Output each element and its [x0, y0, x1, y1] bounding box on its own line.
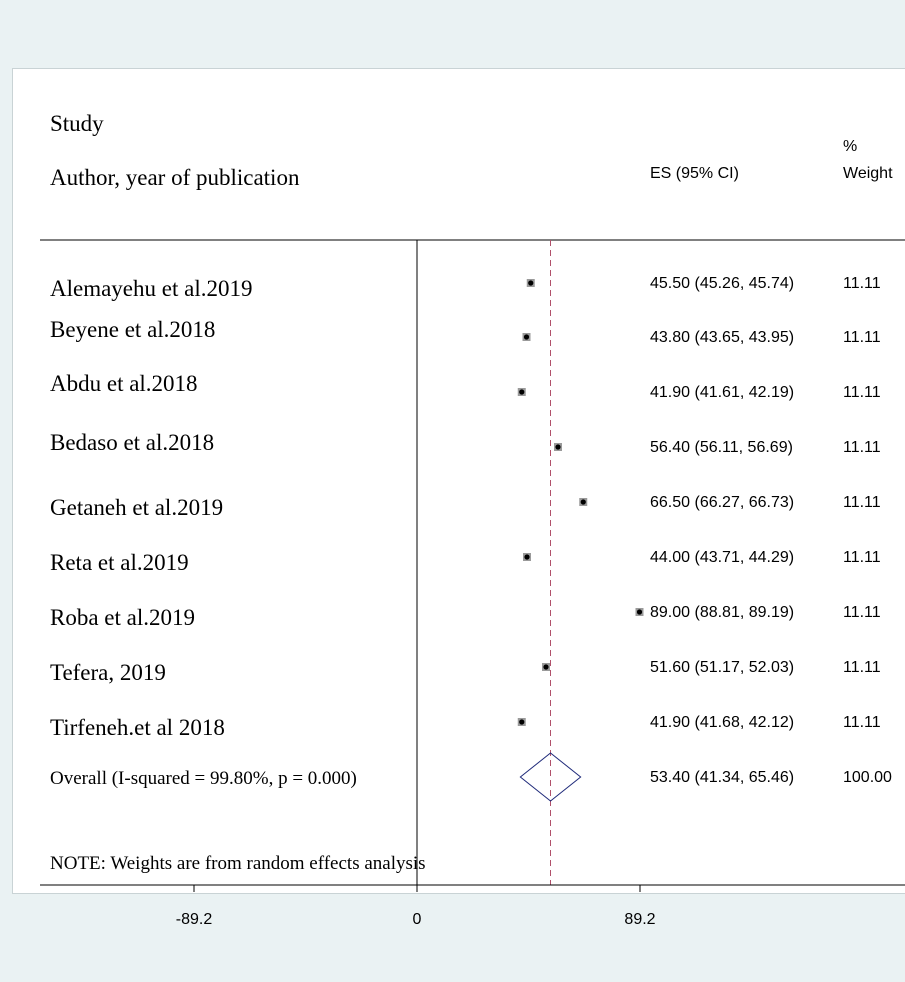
overall-label: Overall (I-squared = 99.80%, p = 0.000) — [50, 768, 357, 789]
weight-value: 11.11 — [843, 549, 881, 566]
es-ci-value: 41.90 (41.61, 42.19) — [650, 384, 794, 401]
study-row: Roba et al.2019 89.00 (88.81, 89.19) 11.11 — [50, 604, 881, 630]
header-pct: % — [843, 138, 857, 155]
plot-panel — [12, 68, 905, 894]
study-row: Tefera, 2019 51.60 (51.17, 52.03) 11.11 — [50, 659, 881, 685]
point-estimate — [523, 334, 530, 340]
point-estimate — [519, 719, 525, 725]
point-estimate — [519, 389, 525, 395]
study-row: Abdu et al.2018 41.90 (41.61, 42.19) 11.11 — [50, 371, 881, 401]
es-ci-value: 41.90 (41.68, 42.12) — [650, 714, 794, 731]
study-label: Getaneh et al.2019 — [50, 495, 223, 520]
point-estimate — [555, 444, 561, 450]
point-estimate — [524, 554, 530, 560]
es-ci-value: 45.50 (45.26, 45.74) — [650, 275, 794, 292]
study-row: Tirfeneh.et al 2018 41.90 (41.68, 42.12) 1… — [50, 714, 881, 740]
study-label: Beyene et al.2018 — [50, 317, 215, 342]
study-row: Reta et al.2019 44.00 (43.71, 44.29) 11.11 — [50, 549, 881, 575]
es-ci-value: 44.00 (43.71, 44.29) — [650, 549, 794, 566]
es-ci-value: 66.50 (66.27, 66.73) — [650, 494, 794, 511]
weight-value: 11.11 — [843, 714, 881, 731]
weight-value: 11.11 — [843, 384, 881, 401]
point-estimate — [580, 499, 586, 505]
overall-weight-value: 100.00 — [843, 769, 892, 786]
header-author: Author, year of publication — [50, 165, 300, 190]
study-label: Reta et al.2019 — [50, 550, 189, 575]
weight-value: 11.11 — [843, 659, 881, 676]
weight-value: 11.11 — [843, 494, 881, 511]
point-estimate — [636, 609, 643, 615]
overall-diamond — [519, 752, 582, 802]
weight-value: 11.11 — [843, 439, 881, 456]
study-rows: Alemayehu et al.2019 45.50 (45.26, 45.74)… — [50, 240, 892, 885]
es-ci-value: 89.00 (88.81, 89.19) — [650, 604, 794, 621]
weight-value: 11.11 — [843, 604, 881, 621]
weight-value: 11.11 — [843, 329, 881, 346]
study-row: Bedaso et al.2018 56.40 (56.11, 56.69) 11.… — [50, 430, 881, 456]
study-label: Bedaso et al.2018 — [50, 430, 214, 455]
header-es: ES (95% CI) — [650, 165, 739, 182]
study-row: Getaneh et al.2019 66.50 (66.27, 66.73) 11… — [50, 494, 881, 520]
overall-row: Overall (I-squared = 99.80%, p = 0.000) 5… — [50, 752, 892, 802]
weight-value: 11.11 — [843, 275, 881, 292]
header-study: Study — [50, 111, 104, 136]
study-label: Abdu et al.2018 — [50, 371, 198, 396]
study-label: Tirfeneh.et al 2018 — [50, 715, 225, 740]
study-row: Beyene et al.2018 43.80 (43.65, 43.95) 11.… — [50, 317, 881, 346]
overall-es-value: 53.40 (41.34, 65.46) — [650, 769, 794, 786]
point-estimate — [528, 280, 534, 286]
es-ci-value: 43.80 (43.65, 43.95) — [650, 329, 794, 346]
x-tick-label: 0 — [413, 911, 422, 928]
x-tick-label: 89.2 — [624, 911, 655, 928]
x-tick-label: -89.2 — [176, 911, 213, 928]
weights-note: NOTE: Weights are from random effects an… — [50, 853, 426, 874]
study-label: Roba et al.2019 — [50, 605, 195, 630]
study-label: Alemayehu et al.2019 — [50, 276, 252, 301]
point-estimate — [543, 664, 549, 670]
study-row: Alemayehu et al.2019 45.50 (45.26, 45.74)… — [50, 275, 881, 301]
es-ci-value: 51.60 (51.17, 52.03) — [650, 659, 794, 676]
x-axis-ticks: -89.2 0 89.2 — [176, 885, 656, 928]
header-weight: Weight — [843, 165, 893, 182]
study-label: Tefera, 2019 — [50, 660, 166, 685]
es-ci-value: 56.40 (56.11, 56.69) — [650, 439, 793, 456]
